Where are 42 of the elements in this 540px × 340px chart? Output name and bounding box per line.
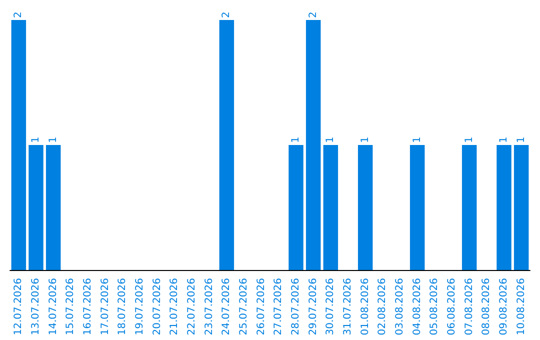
x-tick-label: 20.07.2026	[152, 278, 163, 336]
data-label: 2	[13, 12, 24, 18]
data-label: 1	[48, 136, 59, 143]
x-tick-label: 31.07.2026	[342, 278, 354, 336]
data-label: 1	[325, 136, 336, 143]
x-tick-label: 26.07.2026	[256, 278, 267, 336]
x-tick-label: 12.07.2026	[13, 278, 24, 336]
x-tick-label: 09.08.2026	[498, 278, 510, 336]
x-tick-label: 02.08.2026	[377, 278, 388, 336]
x-tick-label: 17.07.2026	[100, 278, 111, 336]
data-label: 1	[412, 136, 423, 143]
x-tick-label: 06.08.2026	[446, 278, 458, 336]
data-label: 1	[516, 136, 527, 143]
x-tick-label: 18.07.2026	[117, 278, 128, 336]
x-tick-label: 08.08.2026	[481, 278, 492, 336]
data-label: 1	[360, 136, 371, 143]
x-tick-label: 30.07.2026	[325, 278, 336, 336]
x-tick-label: 28.07.2026	[290, 278, 302, 336]
data-label: 1	[498, 136, 510, 143]
x-tick-label: 19.07.2026	[134, 278, 146, 336]
x-tick-label: 25.07.2026	[238, 278, 250, 336]
x-tick-label: 27.07.2026	[273, 278, 284, 336]
x-tick-label: 15.07.2026	[65, 278, 76, 336]
x-tick-label: 16.07.2026	[82, 278, 94, 336]
x-tick-label: 10.08.2026	[516, 278, 527, 336]
x-tick-label: 24.07.2026	[221, 278, 232, 336]
data-label: 1	[30, 136, 42, 143]
x-tick-label: 22.07.2026	[186, 278, 198, 336]
data-label: 2	[308, 12, 319, 18]
x-tick-label: 13.07.2026	[30, 278, 42, 336]
data-label: 2	[221, 12, 232, 18]
data-label: 1	[464, 136, 475, 143]
x-tick-label: 05.08.2026	[429, 278, 440, 336]
x-tick-label: 04.08.2026	[412, 278, 423, 336]
x-tick-label: 29.07.2026	[308, 278, 319, 336]
x-tick-label: 23.07.2026	[204, 278, 215, 336]
x-tick-label: 01.08.2026	[360, 278, 371, 336]
x-tick-label: 07.08.2026	[464, 278, 475, 336]
data-label: 1	[290, 136, 302, 143]
x-tick-label: 21.07.2026	[169, 278, 180, 336]
x-tick-label: 14.07.2026	[48, 278, 59, 336]
x-tick-label: 03.08.2026	[394, 278, 406, 336]
